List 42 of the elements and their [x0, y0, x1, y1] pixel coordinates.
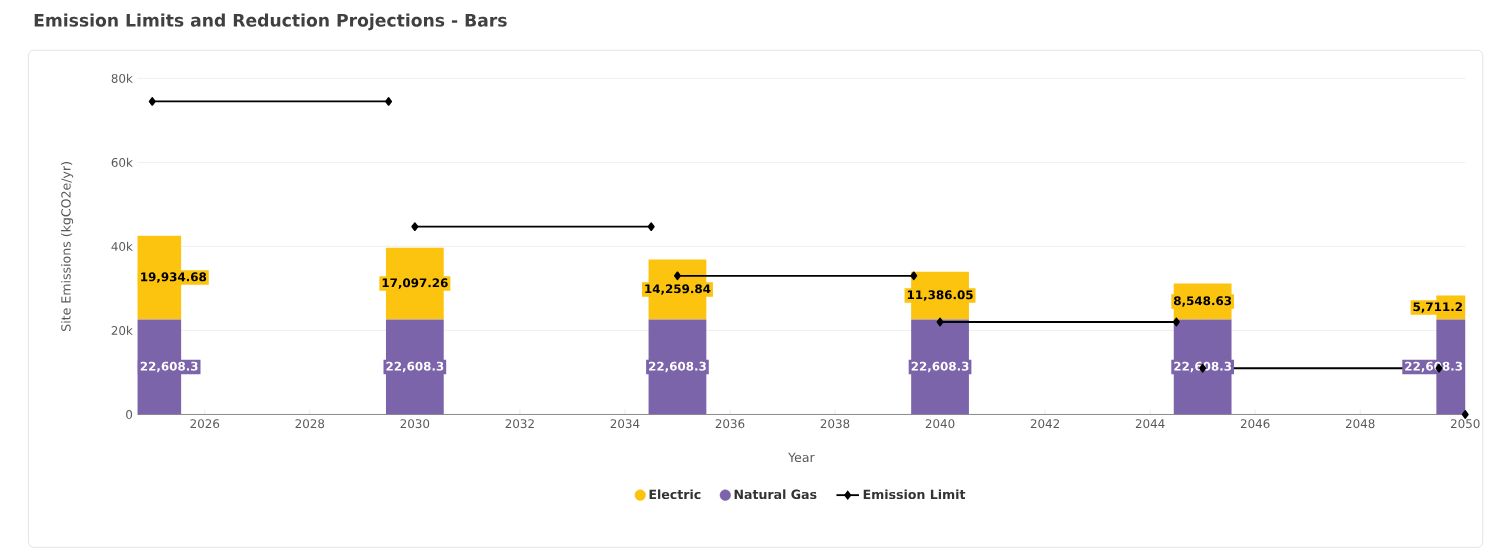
- x-tick-label: 2038: [820, 419, 850, 429]
- data-label: 22,608.3: [911, 361, 969, 373]
- data-label: 22,608.3: [649, 361, 706, 373]
- legend-label: Natural Gas: [734, 489, 817, 499]
- y-tick-label: 0: [126, 409, 133, 419]
- y-tick-label: 60k: [111, 157, 133, 167]
- y-tick-label: 80k: [111, 73, 133, 83]
- x-tick-label: 2042: [1030, 419, 1060, 429]
- x-tick-label: 2028: [295, 419, 325, 429]
- legend-label: Electric: [649, 489, 701, 499]
- x-tick-label: 2040: [925, 419, 955, 429]
- x-tick-label: 2036: [715, 419, 745, 429]
- data-label: 8,548.63: [1174, 296, 1232, 307]
- x-tick-label: 2050: [1450, 419, 1480, 429]
- data-label: 22,608.3: [386, 361, 444, 373]
- point: [673, 271, 681, 281]
- legend-label: Emission Limit: [863, 489, 966, 499]
- data-label: 19,934.68: [141, 272, 207, 283]
- point: [385, 96, 393, 106]
- point: [1461, 409, 1469, 419]
- x-tick-label: 2026: [190, 419, 220, 429]
- data-label: 14,259.84: [645, 284, 711, 295]
- y-tick-label: 40k: [111, 241, 133, 251]
- y-tick-label: 20k: [111, 325, 133, 335]
- x-tick-label: 2044: [1135, 419, 1165, 429]
- point: [936, 317, 944, 327]
- data-label: 11,386.05: [907, 290, 973, 301]
- point: [411, 222, 419, 231]
- point: [647, 222, 655, 231]
- data-label: 17,097.26: [382, 278, 448, 289]
- x-tick-label: 2034: [610, 419, 640, 429]
- x-tick-label: 2048: [1345, 419, 1375, 429]
- point: [1172, 317, 1180, 327]
- y-axis-title: Site Emissions (kgCO2e/yr): [60, 161, 74, 331]
- data-label: 22,608.3: [140, 361, 198, 373]
- x-tick-label: 2032: [505, 419, 534, 429]
- point: [910, 271, 918, 281]
- x-tick-label: 2046: [1240, 419, 1270, 429]
- point: [148, 96, 156, 106]
- chart-title: Emission Limits and Reduction Projections - Bars: [34, 13, 507, 31]
- x-tick-label: 2030: [400, 419, 430, 429]
- x-axis-title: Year: [788, 452, 815, 462]
